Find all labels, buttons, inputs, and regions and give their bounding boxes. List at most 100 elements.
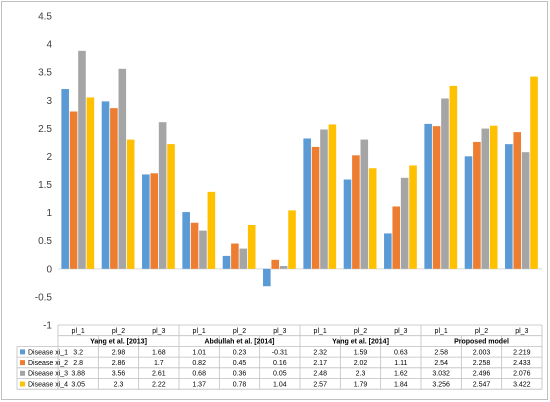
data-label: 0.68	[192, 371, 206, 378]
category-label: pl_3	[152, 328, 165, 335]
bar	[473, 141, 481, 269]
legend-swatch	[20, 360, 25, 366]
bar	[69, 111, 78, 269]
bar	[392, 206, 401, 269]
y-tick-label: 0	[46, 264, 52, 275]
bar	[86, 97, 95, 269]
bar	[167, 144, 175, 269]
data-label: -0.31	[272, 349, 288, 356]
group-label: Yang et al. [2014]	[332, 339, 389, 346]
data-label: 2.57	[313, 381, 327, 388]
data-label: 2.48	[313, 371, 327, 378]
data-label: 2.8	[73, 360, 83, 367]
data-label: 1.79	[354, 381, 368, 388]
data-label: 1.37	[192, 381, 206, 388]
data-label: 1.62	[394, 371, 408, 378]
bar	[182, 212, 190, 269]
bar	[142, 174, 150, 269]
legend-swatch	[20, 381, 25, 387]
data-label: 2.32	[313, 349, 327, 356]
data-label: 3.56	[112, 371, 126, 378]
data-label: 0.63	[394, 349, 408, 356]
bar	[441, 98, 449, 269]
bar	[328, 124, 337, 269]
legend-swatch	[20, 370, 25, 376]
y-tick-label: 2	[46, 152, 52, 163]
data-label: 1.01	[192, 349, 206, 356]
bar	[126, 139, 135, 269]
bar	[464, 156, 473, 269]
bar	[263, 268, 271, 287]
data-label: 2.3	[356, 371, 366, 378]
bar	[513, 132, 522, 269]
bar	[384, 233, 392, 269]
legend-entry: Disease xi_1	[28, 349, 68, 356]
category-label: pl_3	[273, 328, 286, 335]
data-label: 0.36	[233, 371, 247, 378]
bar	[279, 266, 288, 269]
y-tick-label: 2.5	[38, 124, 52, 135]
legend-entry: Disease xi_2	[28, 360, 68, 367]
data-label: 2.22	[152, 381, 166, 388]
legend-swatch	[20, 349, 25, 355]
data-label: 2.02	[354, 360, 368, 367]
bar	[343, 179, 352, 269]
category-label: pl_1	[193, 328, 206, 335]
bar	[481, 128, 490, 269]
bar	[247, 225, 256, 269]
legend-entry: Disease xi_4	[28, 381, 68, 388]
data-label: 1.7	[154, 360, 164, 367]
data-label: 2.54	[434, 360, 448, 367]
data-label: 2.003	[473, 349, 491, 356]
bar	[303, 138, 311, 269]
bar	[409, 165, 417, 269]
data-label: 3.422	[513, 381, 531, 388]
data-label: 0.45	[233, 360, 247, 367]
data-label: 2.17	[313, 360, 327, 367]
y-tick-label: 4.5	[38, 12, 52, 23]
data-label: 0.05	[273, 371, 287, 378]
bar	[150, 173, 159, 269]
data-label: 0.82	[192, 360, 206, 367]
data-label: 2.3	[114, 381, 124, 388]
bar	[158, 122, 167, 269]
bar	[432, 126, 441, 269]
category-label: pl_3	[394, 328, 407, 335]
bar	[101, 101, 110, 269]
data-label: 2.076	[513, 371, 531, 378]
y-tick-label: 3.5	[38, 68, 52, 79]
category-label: pl_2	[354, 328, 367, 335]
bar	[199, 230, 207, 269]
data-label: 1.11	[394, 360, 407, 367]
y-tick-label: 3	[46, 96, 52, 107]
bar	[311, 146, 320, 269]
legend-entry: Disease xi_3	[28, 371, 68, 378]
data-label: 1.68	[152, 349, 166, 356]
data-label: 2.219	[513, 349, 531, 356]
data-label: 1.59	[354, 349, 368, 356]
bar	[190, 222, 199, 269]
bar	[118, 68, 127, 269]
category-label: pl_2	[233, 328, 246, 335]
bar	[521, 152, 530, 269]
bar	[368, 168, 377, 269]
bar	[320, 129, 328, 269]
category-label: pl_1	[435, 328, 448, 335]
y-tick-label: 0.5	[38, 236, 52, 247]
bar	[288, 210, 296, 269]
data-label: 1.04	[273, 381, 287, 388]
group-label: Abdullah et al. [2014]	[204, 339, 274, 346]
group-label: Yang et al. [2013]	[90, 339, 147, 346]
y-tick-label: -1	[43, 321, 52, 332]
data-label: 2.258	[473, 360, 491, 367]
data-label: 0.23	[233, 349, 247, 356]
bar	[360, 139, 369, 269]
y-tick-label: 1.5	[38, 180, 52, 191]
bar	[352, 155, 360, 269]
category-label: pl_1	[314, 328, 327, 335]
y-tick-label: -0.5	[35, 292, 53, 303]
data-label: 3.256	[432, 381, 450, 388]
category-label: pl_2	[475, 328, 488, 335]
